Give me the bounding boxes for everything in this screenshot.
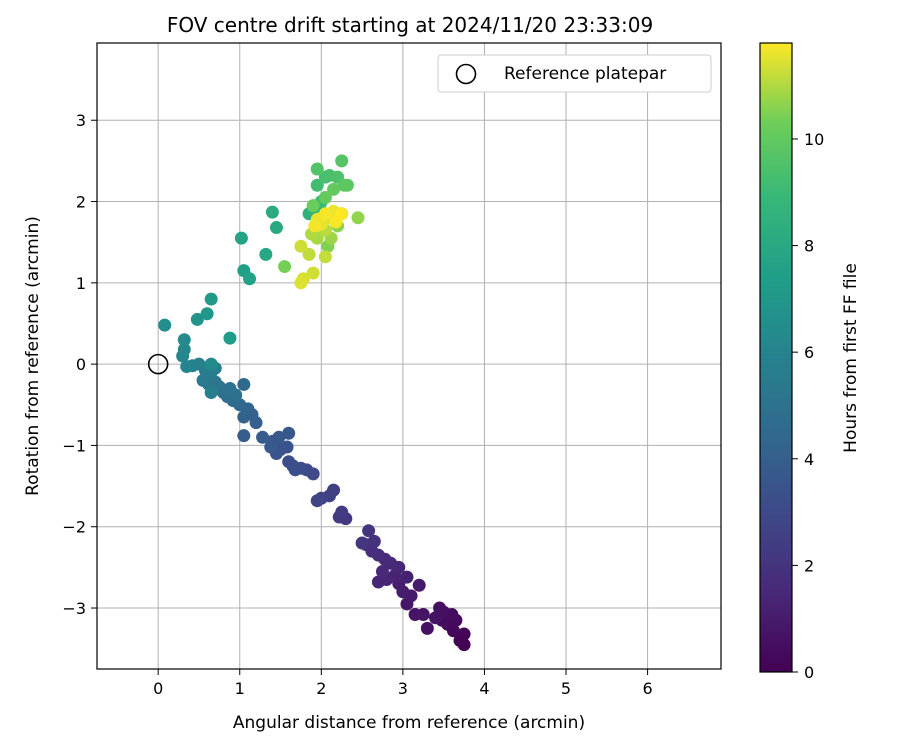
data-point [318, 207, 332, 221]
x-tick-label: 5 [561, 679, 571, 698]
y-tick-label: 0 [76, 355, 86, 374]
data-point [335, 154, 349, 168]
colorbar-tick-label: 8 [804, 237, 814, 256]
data-point [237, 377, 251, 391]
colorbar: 0 2 4 6 8 10 Hours from first FF file [759, 42, 861, 682]
plot-frame [96, 42, 722, 670]
data-point [412, 578, 426, 592]
data-point [223, 382, 237, 396]
data-point [272, 430, 286, 444]
data-point [282, 426, 296, 440]
data-point [237, 429, 251, 443]
data-point [190, 312, 204, 326]
data-point [294, 239, 308, 253]
y-tick-label: −3 [62, 599, 86, 618]
plot-area [97, 43, 721, 669]
data-point [310, 178, 324, 192]
data-point [204, 292, 218, 306]
data-point [264, 440, 278, 454]
data-point [457, 627, 471, 641]
grid [97, 43, 721, 669]
data-point [310, 494, 324, 508]
data-point [306, 266, 320, 280]
reference-platepar-marker [147, 353, 169, 375]
data-point [288, 463, 302, 477]
colorbar-tick-label: 2 [804, 556, 814, 575]
data-point [367, 534, 381, 548]
data-point [302, 247, 316, 261]
y-axis-ticks: −3 −2 −1 0 1 2 3 [62, 111, 97, 618]
data-point [180, 360, 194, 374]
x-tick-label: 6 [642, 679, 652, 698]
data-point [204, 357, 218, 371]
data-point [234, 231, 248, 245]
data-point [204, 386, 218, 400]
x-tick-label: 0 [153, 679, 163, 698]
legend-open-circle-icon [455, 63, 477, 85]
data-point [177, 342, 191, 356]
colorbar-ticks: 0 2 4 6 8 10 [792, 130, 824, 682]
x-tick-label: 3 [398, 679, 408, 698]
legend: Reference platepar [437, 54, 712, 93]
data-point [269, 221, 283, 235]
data-point [278, 260, 292, 274]
legend-box [437, 54, 712, 93]
data-point [177, 333, 191, 347]
data-point [259, 247, 273, 261]
y-axis-label: Rotation from reference (arcmin) [23, 216, 43, 496]
data-point [362, 524, 376, 538]
data-point [256, 430, 270, 444]
data-point [310, 162, 324, 176]
data-point [318, 250, 332, 264]
data-point [327, 182, 341, 196]
data-point [294, 276, 308, 290]
data-point [433, 601, 447, 615]
data-point [340, 178, 354, 192]
colorbar-tick-label: 10 [804, 130, 824, 149]
colorbar-tick-label: 6 [804, 343, 814, 362]
data-point [335, 505, 349, 519]
data-point [243, 272, 257, 286]
y-tick-label: 1 [76, 274, 86, 293]
x-axis-label: Angular distance from reference (arcmin) [233, 713, 585, 733]
data-point [420, 621, 434, 635]
data-point [355, 536, 369, 550]
y-tick-label: −1 [62, 436, 86, 455]
y-tick-label: 3 [76, 111, 86, 130]
data-point [308, 219, 322, 233]
data-point [318, 190, 332, 204]
y-tick-label: 2 [76, 193, 86, 212]
data-point [158, 318, 172, 332]
data-point [265, 205, 279, 219]
data-point [196, 373, 210, 387]
colorbar-tick-label: 0 [804, 663, 814, 682]
data-point [306, 199, 320, 213]
data-points [158, 154, 471, 652]
legend-entry-reference-platepar: Reference platepar [504, 64, 666, 84]
y-tick-label: −2 [62, 518, 86, 537]
data-point [351, 211, 365, 225]
data-point [200, 307, 214, 321]
colorbar-label: Hours from first FF file [841, 263, 861, 453]
data-point [408, 608, 422, 622]
colorbar-gradient [759, 42, 793, 673]
x-tick-label: 1 [235, 679, 245, 698]
chart-title: FOV centre drift starting at 2024/11/20 … [167, 13, 653, 37]
data-point [400, 570, 414, 584]
x-axis-ticks: 0 1 2 3 4 5 6 [153, 669, 653, 698]
x-tick-label: 2 [316, 679, 326, 698]
data-point [429, 611, 443, 625]
data-point [335, 207, 349, 221]
data-point [375, 564, 389, 578]
reference-point [147, 353, 169, 375]
data-point [223, 331, 237, 345]
data-point [371, 575, 385, 589]
x-tick-label: 4 [479, 679, 489, 698]
colorbar-tick-label: 4 [804, 450, 814, 469]
